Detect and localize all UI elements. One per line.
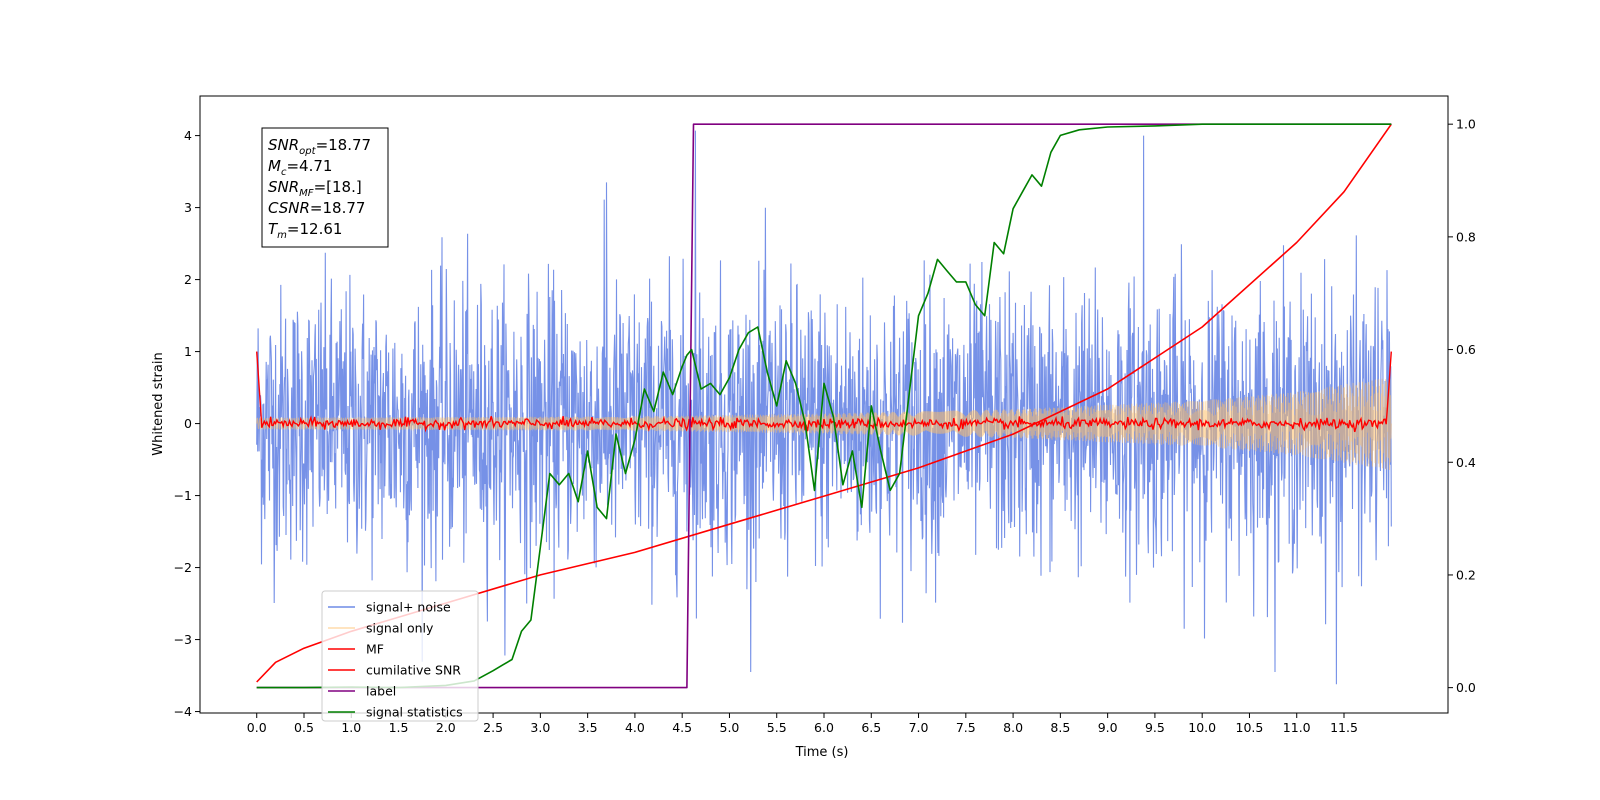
x-tick-label: 8.5 xyxy=(1050,720,1070,735)
x-tick-label: 6.0 xyxy=(814,720,834,735)
y-tick-label: −1 xyxy=(174,488,192,503)
annotation-subscript: c xyxy=(281,167,287,178)
annotation-line: SNRopt=18.77 xyxy=(268,136,371,157)
x-tick-label: 2.0 xyxy=(436,720,456,735)
x-tick-label: 3.5 xyxy=(578,720,598,735)
x-tick-label: 9.5 xyxy=(1145,720,1165,735)
x-tick-label: 8.0 xyxy=(1003,720,1023,735)
y2-tick-label: 0.8 xyxy=(1456,229,1476,244)
y-tick-label: −3 xyxy=(174,632,192,647)
axes-layer: 0.0 0.5 1.0 1.5 2.0 2.5 3.0 3.5 4.0 4.5 5.0 5.5 6.0 6… xyxy=(174,117,1476,735)
y2-tick-label: 1.0 xyxy=(1456,117,1476,132)
legend-label: MF xyxy=(366,642,384,657)
annotation-symbol: T xyxy=(268,220,279,238)
legend-label: signal+ noise xyxy=(366,600,451,615)
annotation-line: SNRMF=[18.] xyxy=(268,178,362,199)
x-tick-label: 5.5 xyxy=(767,720,787,735)
x-tick-label: 10.0 xyxy=(1188,720,1216,735)
y-axis-label: Whitened strain xyxy=(151,352,166,455)
x-tick-label: 6.5 xyxy=(861,720,881,735)
x-tick-label: 9.0 xyxy=(1098,720,1118,735)
x-tick-label: 3.0 xyxy=(530,720,550,735)
x-tick-label: 0.0 xyxy=(247,720,267,735)
annotation-line: CSNR=18.77 xyxy=(268,199,365,217)
annotation-value: =12.61 xyxy=(287,220,343,238)
y-tick-label: 1 xyxy=(184,344,192,359)
annotation-symbol: M xyxy=(268,157,281,175)
x-tick-label: 4.5 xyxy=(672,720,692,735)
y-tick-label: 4 xyxy=(184,128,192,143)
annotation-value: =[18.] xyxy=(314,178,362,196)
annotation-symbol: SNR xyxy=(268,136,299,154)
x-tick-label: 0.5 xyxy=(294,720,314,735)
legend-label: cumilative SNR xyxy=(366,663,461,678)
legend-label: signal only xyxy=(366,621,434,636)
x-tick-label: 2.5 xyxy=(483,720,503,735)
y-tick-label: 3 xyxy=(184,200,192,215)
y-tick-label: 2 xyxy=(184,272,192,287)
x-tick-label: 1.0 xyxy=(341,720,361,735)
annotation-symbol: SNR xyxy=(268,178,299,196)
y-tick-label: −4 xyxy=(174,704,192,719)
legend-label: signal statistics xyxy=(366,705,463,720)
y-tick-label: 0 xyxy=(184,416,192,431)
x-tick-label: 7.0 xyxy=(909,720,929,735)
y-tick-label: −2 xyxy=(174,560,192,575)
legend: signal+ noise signal only MF cumilative SNR… xyxy=(321,590,479,722)
series-mf-line xyxy=(256,351,1392,433)
annotation-subscript: MF xyxy=(299,188,314,199)
x-tick-label: 7.5 xyxy=(956,720,976,735)
legend-frame xyxy=(321,590,479,722)
y2-tick-label: 0.0 xyxy=(1456,680,1476,695)
annotation-line: Mc=4.71 xyxy=(268,157,332,178)
series-signal-statistics-line xyxy=(256,123,1392,689)
x-tick-label: 1.5 xyxy=(389,720,409,735)
y2-tick-label: 0.6 xyxy=(1456,342,1476,357)
x-tick-label: 10.5 xyxy=(1236,720,1264,735)
x-tick-label: 11.0 xyxy=(1283,720,1311,735)
x-tick-label: 5.0 xyxy=(720,720,740,735)
annotation-line: Tm=12.61 xyxy=(268,220,342,241)
annotation-symbol: CSNR xyxy=(268,199,310,217)
annotation-subscript: opt xyxy=(299,146,316,157)
x-axis-label: Time (s) xyxy=(795,745,849,760)
annotation-frame xyxy=(261,127,389,248)
stats-annotation-box: SNRopt=18.77Mc=4.71SNRMF=[18.]CSNR=18.77… xyxy=(261,127,389,248)
annotation-value: =18.77 xyxy=(310,199,366,217)
x-tick-label: 11.5 xyxy=(1330,720,1358,735)
legend-label: label xyxy=(366,684,396,699)
annotation-lines: SNRopt=18.77Mc=4.71SNRMF=[18.]CSNR=18.77… xyxy=(268,136,371,241)
annotation-value: =18.77 xyxy=(316,136,372,154)
legend-items: signal+ noise signal only MF cumilative SNR… xyxy=(328,600,463,720)
x-tick-label: 4.0 xyxy=(625,720,645,735)
annotation-value: =4.71 xyxy=(286,157,332,175)
y2-tick-label: 0.2 xyxy=(1456,567,1476,582)
y2-tick-label: 0.4 xyxy=(1456,455,1476,470)
annotation-subscript: m xyxy=(277,230,287,241)
